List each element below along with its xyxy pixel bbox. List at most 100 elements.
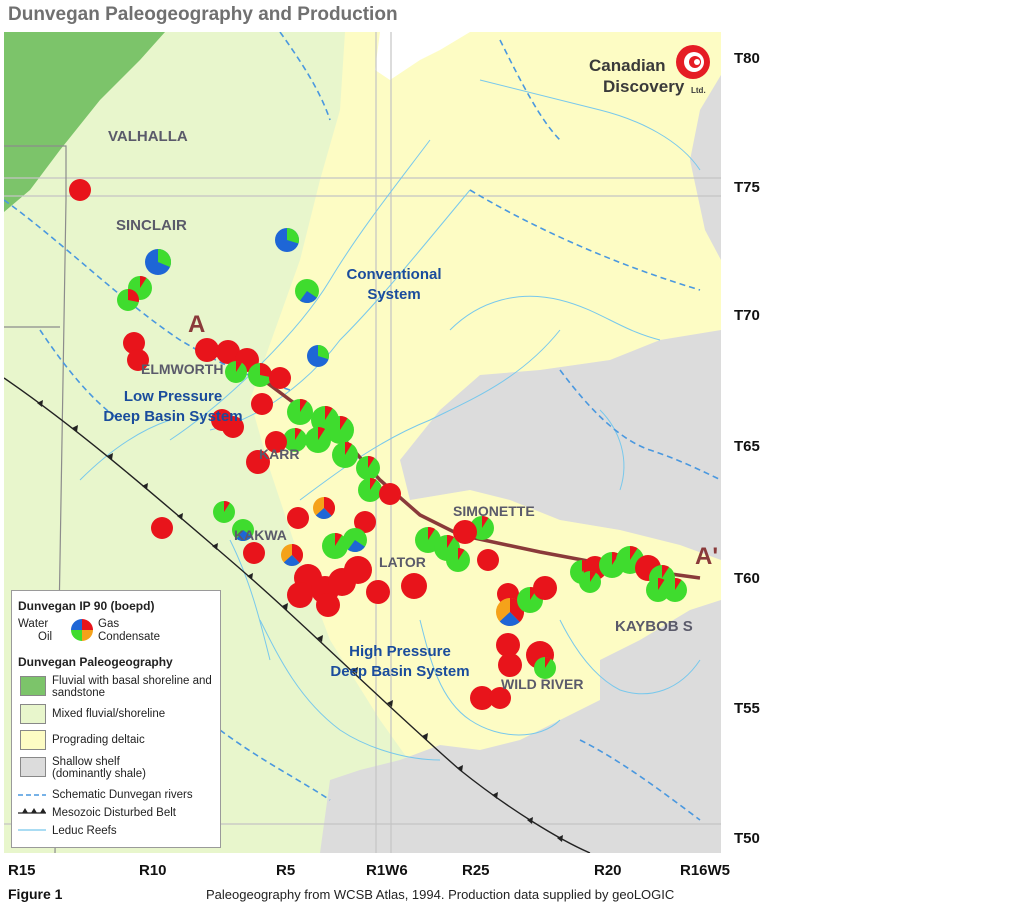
field-valhalla: VALHALLA — [108, 128, 188, 145]
well-pie — [332, 442, 358, 468]
well-pie — [533, 576, 557, 600]
well-pie — [307, 345, 329, 367]
well-pie-wedge — [318, 345, 329, 360]
well-pie — [358, 478, 382, 502]
range-r15: R15 — [8, 862, 36, 879]
well-pie — [470, 686, 494, 710]
shelf-south — [320, 600, 721, 853]
disturbed-belt — [4, 377, 591, 853]
well-pie — [446, 548, 470, 572]
legend-belt-label: Mesozoic Disturbed Belt — [52, 807, 176, 819]
well-pie — [498, 653, 522, 677]
well-pie — [287, 582, 313, 608]
well-pie — [216, 340, 240, 364]
township-t80: T80 — [734, 50, 760, 67]
legend-swatch-fluvial — [20, 676, 46, 696]
well-pie — [344, 556, 372, 584]
legend-gas-label: Gas — [98, 618, 120, 630]
well-pie-wedge — [283, 555, 300, 566]
conventional-line2: System — [367, 286, 421, 303]
cross-section-start-label: A — [188, 311, 206, 338]
well-pie — [246, 450, 270, 474]
well-pie-wedge — [287, 228, 300, 244]
low-pressure-line1: Low Pressure — [123, 388, 223, 405]
range-r16w5: R16W5 — [680, 862, 731, 879]
well-pie-wedge — [345, 442, 353, 455]
shelf-north — [375, 32, 470, 80]
well-pie — [69, 179, 91, 201]
township-t75: T75 — [734, 179, 760, 196]
well-pie-wedge — [658, 578, 665, 590]
shelf-central — [400, 330, 721, 560]
map-title: Dunvegan Paleogeography and Production — [8, 4, 398, 25]
well-pie — [265, 431, 287, 453]
logo-suffix: Ltd. — [691, 86, 706, 95]
well-pie-wedge — [140, 276, 147, 288]
well-pie — [275, 228, 300, 252]
well-pie-wedge — [295, 428, 302, 440]
well-pie-wedge — [340, 416, 348, 430]
well-pie-wedge — [318, 427, 326, 440]
legend-reefs-icon — [18, 829, 46, 831]
shelf-east — [690, 75, 721, 260]
conventional-system-label: Conventional System — [326, 265, 462, 305]
range-r10: R10 — [139, 862, 167, 879]
well-pie-wedge — [292, 544, 304, 563]
belt-tooth — [282, 603, 288, 610]
township-t65: T65 — [734, 438, 760, 455]
belt-tooth — [142, 483, 148, 490]
well-pie — [283, 428, 307, 452]
belt-tooth — [212, 543, 218, 550]
belt-tooth — [387, 700, 393, 707]
legend-oil-label: Oil — [38, 631, 53, 643]
belt-tooth — [177, 513, 183, 520]
field-kakwa: KAKWA — [234, 527, 287, 543]
well-pie-wedge — [236, 361, 242, 372]
legend-reefs-label: Leduc Reefs — [52, 825, 117, 837]
company-logo: Canadian Discovery Ltd. — [587, 45, 717, 110]
well-pie-wedge — [335, 533, 343, 546]
well-pie-wedge — [299, 291, 317, 303]
field-elmworth: ELMWORTH — [141, 361, 224, 377]
well-pie — [195, 338, 219, 362]
well-pie — [313, 497, 336, 519]
range-r25: R25 — [462, 862, 490, 879]
legend-swatch-mixed — [20, 704, 46, 724]
well-pie — [287, 399, 313, 425]
well-pie-wedge — [236, 530, 253, 541]
well-pie-wedge — [662, 565, 670, 578]
belt-tooth — [422, 733, 428, 740]
well-pie-wedge — [675, 578, 682, 590]
well-pie — [326, 416, 354, 444]
well-pie-wedge — [499, 612, 520, 627]
well-pie — [295, 279, 319, 303]
field-simonette: SIMONETTE — [453, 503, 535, 519]
township-t55: T55 — [734, 700, 760, 717]
well-pie — [281, 544, 304, 566]
well-pie — [496, 633, 520, 657]
township-t70: T70 — [734, 307, 760, 324]
well-pie-wedge — [324, 497, 336, 516]
legend-fluvial-label: Fluvial with basal shoreline and sandsto… — [52, 675, 212, 699]
legend-deltaic-label: Prograding deltaic — [52, 734, 145, 746]
belt-tooth — [247, 573, 253, 580]
legend-shelf-label: Shallow shelf (dominantly shale) — [52, 756, 146, 780]
well-pie-wedge — [368, 456, 375, 468]
legend-paleo-title: Dunvegan Paleogeography — [18, 655, 173, 669]
well-pie-wedge — [315, 508, 332, 519]
low-pressure-label: Low Pressure Deep Basin System — [80, 387, 266, 427]
well-pie-wedge — [458, 548, 465, 560]
well-pie — [534, 657, 556, 679]
well-pie — [453, 520, 477, 544]
belt-tooth — [352, 667, 358, 674]
low-pressure-line2: Deep Basin System — [103, 408, 243, 425]
belt-tooth — [527, 817, 533, 824]
high-pressure-label: High Pressure Deep Basin System — [307, 642, 493, 682]
belt-tooth — [492, 792, 498, 799]
well-pie — [123, 332, 145, 354]
well-pie — [232, 519, 254, 541]
well-pie — [251, 393, 273, 415]
well-pie-wedge — [224, 501, 230, 512]
well-pie — [356, 456, 380, 480]
legend-swatch-shelf — [20, 757, 46, 777]
